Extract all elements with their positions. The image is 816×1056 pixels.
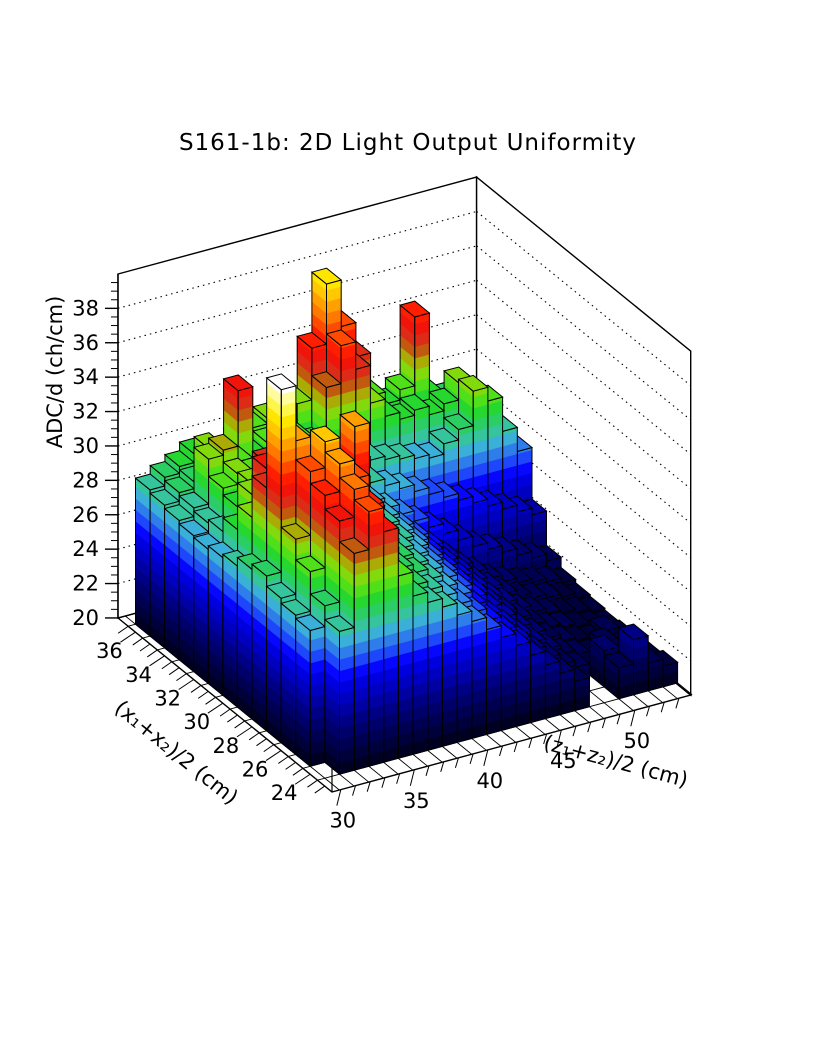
z-axis-title: ADC/d (ch/cm) — [43, 296, 67, 449]
plot-title: S161-1b: 2D Light Output Uniformity — [179, 130, 637, 156]
lego-plot-drawing: 2022242628303234363830354045502426283032… — [72, 175, 693, 833]
